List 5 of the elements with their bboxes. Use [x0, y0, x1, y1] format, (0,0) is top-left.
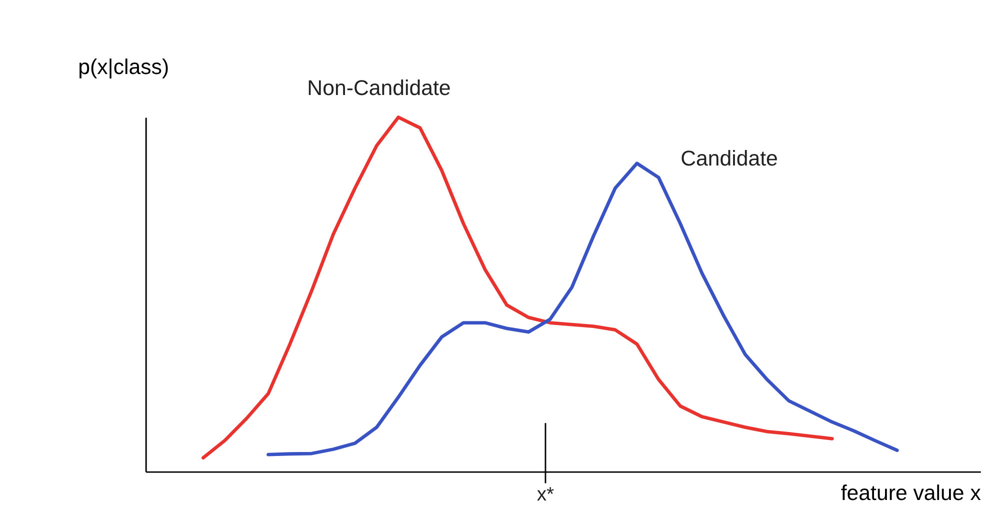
- y-axis-title: p(x|class): [78, 55, 170, 80]
- x-axis-title: feature value x: [840, 481, 982, 506]
- series-label: Non-Candidate: [307, 76, 451, 100]
- series-label: Candidate: [680, 146, 778, 170]
- text: x*: [536, 484, 555, 506]
